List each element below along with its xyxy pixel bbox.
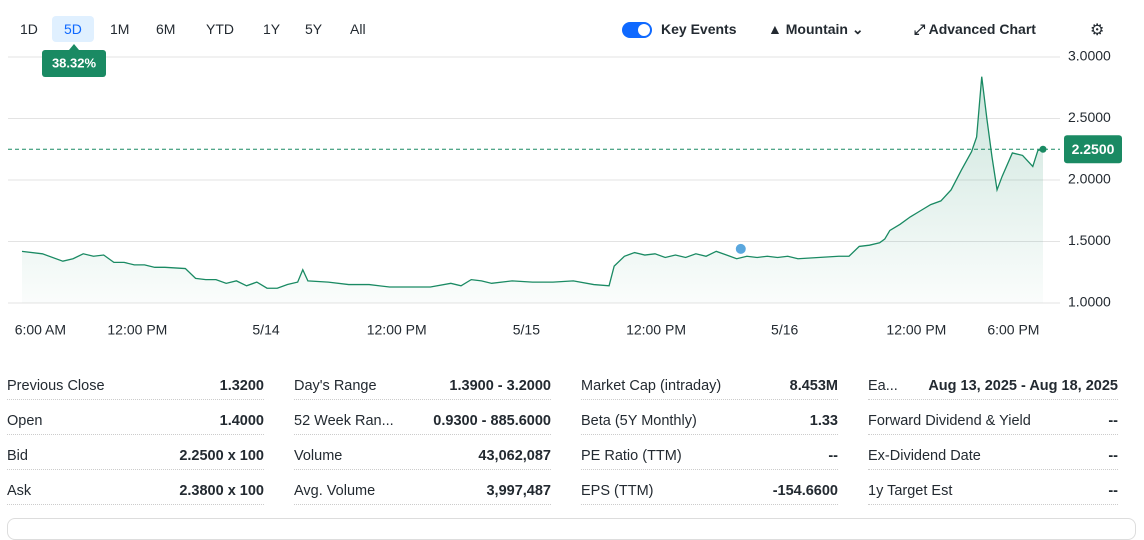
area — [22, 76, 1043, 304]
y-tick-label: 2.0000 — [1068, 171, 1111, 187]
stat-label: Open — [7, 412, 43, 429]
range-button[interactable]: 1M — [110, 21, 130, 37]
stat-label: Avg. Volume — [294, 482, 376, 499]
stats-row: Open 1.4000 52 Week Ran... 0.9300 - 885.600… — [7, 407, 1119, 442]
stat-value: 43,062,087 — [478, 447, 551, 464]
settings-icon[interactable]: ⚙ — [1090, 22, 1105, 39]
stat-label: Market Cap (intraday) — [581, 377, 722, 394]
stat: Volume 43,062,087 — [294, 442, 551, 470]
stat-label: PE Ratio (TTM) — [581, 447, 682, 464]
stat: Previous Close 1.3200 — [7, 372, 264, 400]
advanced-chart-label: Advanced Chart — [928, 21, 1036, 37]
stat-label: Ex-Dividend Date — [868, 447, 981, 464]
range-button[interactable]: All — [350, 21, 366, 37]
stats-row: Bid 2.2500 x 100 Volume 43,062,087 PE Ratio … — [7, 442, 1119, 477]
x-tick-label: 5/16 — [771, 322, 798, 338]
y-tick-label: 2.5000 — [1068, 109, 1111, 125]
range-button[interactable]: 6M — [156, 21, 176, 37]
stat: Ea... Aug 13, 2025 - Aug 18, 2025 — [868, 372, 1118, 400]
stat-label: Forward Dividend & Yield — [868, 412, 1031, 429]
change-badge — [42, 50, 106, 77]
stats-table: Previous Close 1.3200 Day's Range 1.3900 - … — [7, 372, 1119, 512]
x-tick-label: 12:00 PM — [886, 322, 946, 338]
key-event — [735, 243, 746, 254]
stat: 1y Target Est -- — [868, 477, 1118, 505]
stat-value: 1.3900 - 3.2000 — [449, 377, 551, 394]
stat-value: 1.4000 — [219, 412, 264, 429]
change-badge-label: 38.32% — [52, 55, 97, 70]
stat-label: Day's Range — [294, 377, 377, 394]
toolbar: Key Events ▲ Mountain ⌄ ⤢ Advanced Chart… — [8, 16, 1144, 44]
stat-label: Ea... — [868, 377, 898, 394]
stat: Day's Range 1.3900 - 3.2000 — [294, 372, 551, 400]
stat-label: Bid — [7, 447, 28, 464]
y-tick-label: 1.5000 — [1068, 232, 1111, 248]
x-tick-label: 5/14 — [252, 322, 279, 338]
stat-value: -154.6600 — [772, 482, 838, 499]
price-line — [21, 76, 1044, 289]
x-tick-label: 6:00 AM — [15, 322, 66, 338]
advanced-chart[interactable]: ⤢ Advanced Chart — [914, 21, 1036, 37]
stat-value: 3,997,487 — [486, 482, 551, 499]
stat: Avg. Volume 3,997,487 — [294, 477, 551, 505]
stat: Forward Dividend & Yield -- — [868, 407, 1118, 435]
stat: Market Cap (intraday) 8.453M — [581, 372, 838, 400]
stat-label: Volume — [294, 447, 343, 464]
stats-row: Previous Close 1.3200 Day's Range 1.3900 - … — [7, 372, 1119, 407]
x-tick-label: 5/15 — [513, 322, 540, 338]
last-point — [1039, 145, 1047, 153]
stat-value: -- — [1108, 447, 1118, 464]
stat-label: Previous Close — [7, 377, 105, 394]
stat: 52 Week Ran... 0.9300 - 885.6000 — [294, 407, 551, 435]
chart: 1.0000 1.5000 2.0000 2.5000 3.0000 6:00 AM 12:… — [8, 44, 1122, 338]
stat: Beta (5Y Monthly) 1.33 — [581, 407, 838, 435]
stat-label: Ask — [7, 482, 32, 499]
stat-value: -- — [828, 447, 838, 464]
stat-value: -- — [1108, 412, 1118, 429]
x-tick-label: 12:00 PM — [626, 322, 686, 338]
x-tick-label: 6:00 PM — [987, 322, 1039, 338]
stat: PE Ratio (TTM) -- — [581, 442, 838, 470]
chart-style-label: Mountain — [785, 21, 848, 37]
y-tick-label: 3.0000 — [1068, 48, 1111, 64]
stat-value: -- — [1108, 482, 1118, 499]
stat-value: 2.2500 x 100 — [179, 447, 264, 464]
key-events-label[interactable]: Key Events — [661, 21, 737, 37]
x-tick-label: 12:00 PM — [107, 322, 167, 338]
stat: Open 1.4000 — [7, 407, 264, 435]
x-tick-label: 12:00 PM — [367, 322, 427, 338]
chart-style[interactable]: ▲ Mountain ⌄ — [768, 21, 864, 37]
stat: Ask 2.3800 x 100 — [7, 477, 264, 505]
y-tick-label: 1.0000 — [1068, 294, 1111, 310]
range-button[interactable]: YTD — [206, 21, 234, 37]
panel-edge — [7, 518, 1136, 540]
stat-value: 2.3800 x 100 — [179, 482, 264, 499]
stats-row: Ask 2.3800 x 100 Avg. Volume 3,997,487 EPS (… — [7, 477, 1119, 512]
stat: EPS (TTM) -154.6600 — [581, 477, 838, 505]
range-button[interactable]: 1Y — [263, 21, 281, 37]
stat-label: EPS (TTM) — [581, 482, 654, 499]
stat: Ex-Dividend Date -- — [868, 442, 1118, 470]
stat-value: 0.9300 - 885.6000 — [433, 412, 551, 429]
price-badge — [1064, 135, 1122, 164]
range-button[interactable]: 1D — [20, 21, 38, 37]
stat-value: Aug 13, 2025 - Aug 18, 2025 — [928, 377, 1118, 394]
range-button[interactable]: 5Y — [305, 21, 323, 37]
price-badge-label: 2.2500 — [1072, 141, 1115, 157]
change-badge-arrow — [69, 44, 79, 50]
stat-label: 1y Target Est — [868, 482, 953, 499]
toggle[interactable] — [622, 22, 652, 38]
range-button[interactable]: 5D — [52, 16, 94, 42]
page: Key Events ▲ Mountain ⌄ ⤢ Advanced Chart… — [7, 16, 1144, 540]
stat: Bid 2.2500 x 100 — [7, 442, 264, 470]
stat-value: 8.453M — [789, 377, 838, 394]
stat-label: Beta (5Y Monthly) — [581, 412, 697, 429]
stat-value: 1.3200 — [219, 377, 264, 394]
stat-label: 52 Week Ran... — [294, 412, 394, 429]
stat-value: 1.33 — [809, 412, 838, 429]
